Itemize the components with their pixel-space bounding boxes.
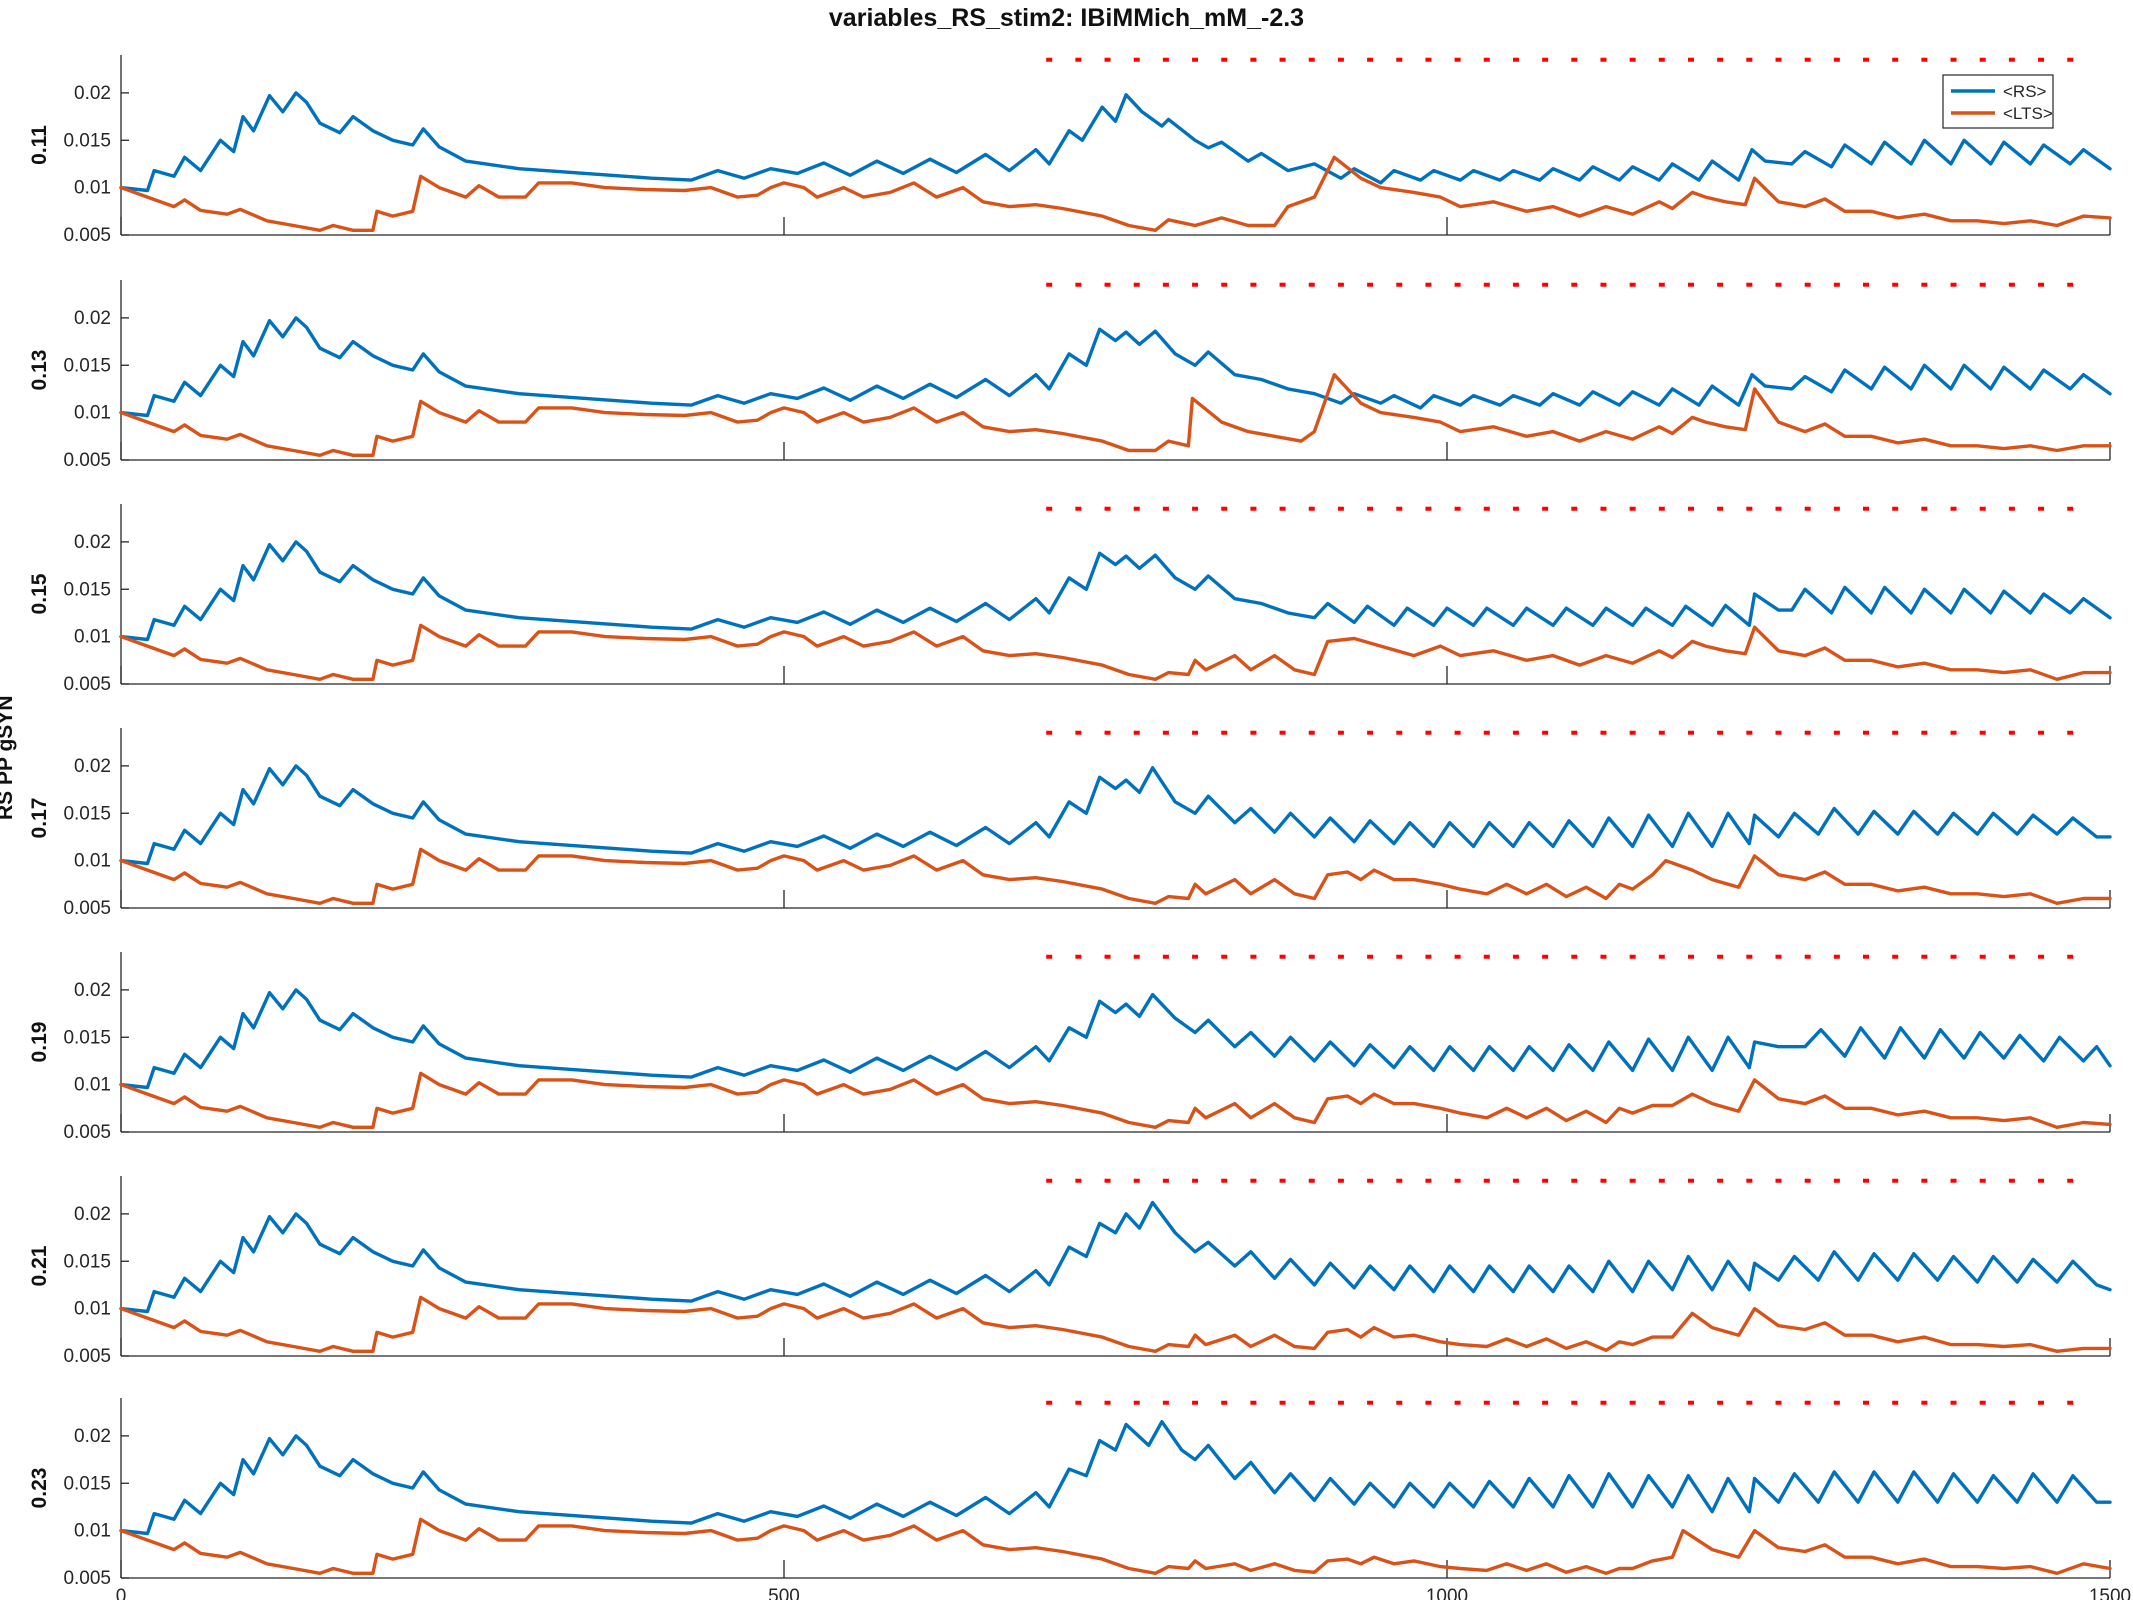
y-tick-label: 0.02 [74,1426,111,1447]
lts-series-line [119,1517,2112,1575]
y-tick-label: 0.015 [63,579,111,600]
panel-ylabel: 0.21 [28,1245,51,1286]
y-tick-label: 0.01 [74,178,111,199]
rs-series-line [119,91,2112,193]
y-tick-label: 0.02 [74,980,111,1001]
x-tick-label: 1000 [1426,1586,1468,1600]
lts-series-line [119,155,2112,232]
y-tick-label: 0.02 [74,83,111,104]
panel-ylabel: 0.19 [28,1022,51,1063]
y-tick-label: 0.01 [74,1075,111,1096]
lts-series-line [119,373,2112,457]
legend-label: <RS> [2003,82,2047,101]
legend-label: <LTS> [2003,104,2053,123]
y-tick-label: 0.015 [63,1251,111,1272]
rs-series-line [119,988,2112,1090]
y-tick-label: 0.005 [63,450,111,471]
rs-series-line [119,316,2112,418]
y-tick-label: 0.015 [63,1473,111,1494]
y-tick-label: 0.005 [63,1346,111,1367]
y-tick-label: 0.005 [63,1568,111,1589]
y-tick-label: 0.02 [74,1204,111,1225]
y-tick-label: 0.015 [63,803,111,824]
x-tick-label: 500 [768,1586,800,1600]
y-tick-label: 0.005 [63,674,111,695]
x-tick-label: 1500 [2089,1586,2131,1600]
rs-series-line [119,1420,2112,1536]
rs-series-line [119,764,2112,866]
lts-series-line [119,1295,2112,1353]
y-tick-label: 0.01 [74,403,111,424]
y-tick-label: 0.02 [74,756,111,777]
y-tick-label: 0.01 [74,851,111,872]
panel-ylabel: 0.13 [28,350,51,391]
y-tick-label: 0.005 [63,898,111,919]
lts-series-line [119,623,2112,681]
legend-box [1942,74,2054,129]
x-tick-label: 0 [116,1586,127,1600]
panel-ylabel: 0.15 [28,573,51,614]
y-tick-label: 0.005 [63,225,111,246]
y-tick-label: 0.015 [63,1027,111,1048]
y-tick-label: 0.01 [74,627,111,648]
lts-series-line [119,847,2112,905]
y-tick-label: 0.015 [63,355,111,376]
y-tick-label: 0.015 [63,130,111,151]
rs-series-line [119,1200,2112,1314]
y-tick-label: 0.01 [74,1299,111,1320]
y-tick-label: 0.02 [74,308,111,329]
y-tick-label: 0.02 [74,532,111,553]
panel-ylabel: 0.11 [28,125,51,165]
chart-title: variables_RS_stim2: IBiMMich_mM_-2.3 [828,4,1305,32]
panel-ylabel: 0.17 [28,798,51,839]
rs-series-line [119,540,2112,642]
panel-ylabel: 0.23 [28,1468,51,1509]
y-tick-label: 0.005 [63,1122,111,1143]
lts-series-line [119,1071,2112,1129]
y-tick-label: 0.01 [74,1521,111,1542]
